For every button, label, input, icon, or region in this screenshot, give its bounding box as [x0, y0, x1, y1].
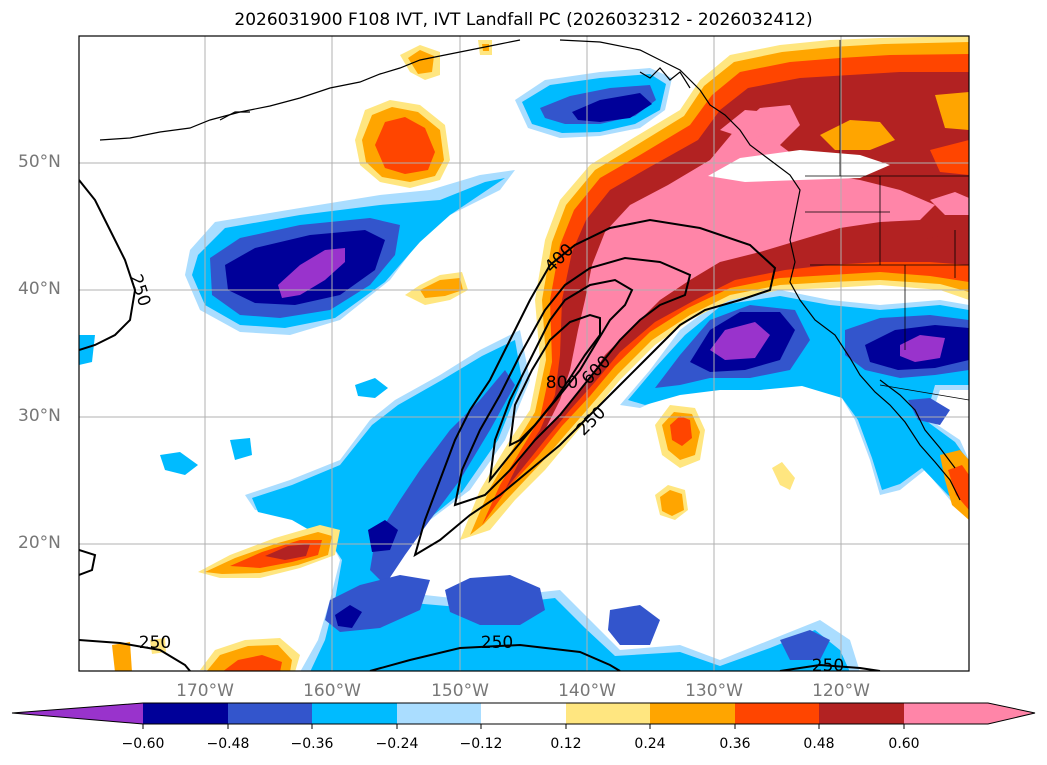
colorbar-segment: [481, 703, 566, 724]
lat-label: 20°N: [18, 533, 61, 553]
colorbar: [11, 702, 1036, 729]
colorbar-segment: [228, 703, 312, 724]
lon-label: 170°W: [176, 681, 234, 701]
contour-label: 250: [812, 656, 844, 676]
colorbar-segment: [312, 703, 397, 724]
contour-label: 800: [546, 373, 578, 393]
colorbar-tick-label: −0.24: [375, 736, 419, 752]
lat-label: 30°N: [18, 406, 61, 426]
colorbar-tick-label: −0.60: [121, 736, 165, 752]
colorbar-segment: [397, 703, 481, 724]
colorbar-tick-label: −0.36: [290, 736, 334, 752]
lat-label: 40°N: [18, 279, 61, 299]
map-panel: [79, 36, 969, 671]
colorbar-tick-label: 0.36: [719, 736, 751, 752]
map-title: 2026031900 F108 IVT, IVT Landfall PC (20…: [234, 10, 813, 30]
negative-anomaly-subtropics: [79, 330, 860, 671]
lat-label: 50°N: [18, 152, 61, 172]
negative-anomaly-west-coast: [620, 290, 969, 520]
lon-label: 150°W: [431, 681, 489, 701]
positive-anomaly-small-features: [112, 40, 969, 671]
negative-anomaly-gulf-of-alaska: [515, 68, 672, 138]
contour-label: 250: [139, 633, 171, 653]
ivt-contours: [79, 179, 881, 671]
contour-label: 250: [481, 633, 513, 653]
colorbar-segment: [650, 703, 735, 724]
colorbar-segment: [904, 703, 1035, 724]
colorbar-tick-label: −0.12: [459, 736, 503, 752]
colorbar-segment: [819, 703, 904, 724]
lon-label: 160°W: [303, 681, 361, 701]
colorbar-tick-label: 0.12: [550, 736, 582, 752]
colorbar-tick-label: 0.24: [634, 736, 666, 752]
colorbar-segment: [566, 703, 650, 724]
colorbar-tick-label: 0.60: [888, 736, 920, 752]
colorbar-segment: [735, 703, 819, 724]
coastlines: [99, 39, 961, 501]
lon-label: 140°W: [558, 681, 616, 701]
colorbar-tick-label: −0.48: [206, 736, 250, 752]
colorbar-segment: [143, 703, 228, 724]
political-borders: [805, 40, 969, 401]
lon-label: 120°W: [812, 681, 870, 701]
lon-label: 130°W: [685, 681, 743, 701]
colorbar-segment: [12, 703, 143, 724]
map-frame: [78, 35, 970, 672]
colorbar-tick-label: 0.48: [803, 736, 835, 752]
